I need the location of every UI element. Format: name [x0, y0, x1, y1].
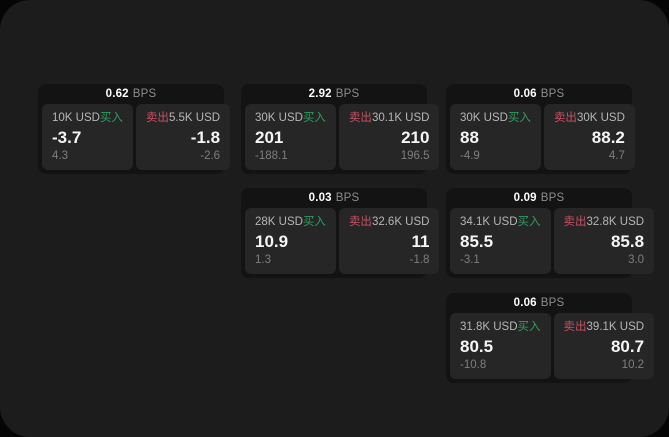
- sell-sub-value: 196.5: [400, 150, 430, 162]
- buy-panel[interactable]: 34.1K USD 买入 85.5 -3.1: [450, 208, 551, 274]
- sell-price: 88.2: [591, 128, 625, 147]
- bps-unit-label: BPS: [540, 88, 565, 100]
- bps-unit-label: BPS: [335, 192, 360, 204]
- buy-amount: 10K USD: [52, 112, 100, 124]
- sell-amount: 39.1K USD: [586, 321, 645, 333]
- buy-label: 买入: [302, 216, 326, 228]
- buy-sub-value: -188.1: [255, 150, 288, 162]
- bps-value: 2.92: [308, 88, 332, 100]
- buy-price: 88: [460, 128, 479, 147]
- buy-label: 买入: [517, 321, 541, 333]
- sell-price: 80.7: [610, 337, 645, 356]
- sell-panel[interactable]: 卖出 5.5K USD -1.8 -2.6: [135, 104, 231, 170]
- quote-panels: 10K USD 买入 -3.7 4.3 卖出 5.5K USD -1.8 -2.…: [38, 104, 231, 170]
- quote-panels: 30K USD 买入 201 -188.1 卖出 30.1K USD 210 1…: [241, 104, 440, 170]
- buy-panel[interactable]: 30K USD 买入 201 -188.1: [245, 104, 336, 170]
- sell-price: -1.8: [190, 128, 221, 147]
- sell-sub-value: 10.2: [621, 359, 645, 371]
- buy-price: 201: [255, 128, 284, 147]
- sell-label: 卖出: [145, 112, 169, 124]
- buy-label: 买入: [517, 216, 541, 228]
- buy-amount: 34.1K USD: [460, 216, 518, 228]
- sell-sub-value: -2.6: [200, 150, 221, 162]
- sell-label: 卖出: [348, 216, 372, 228]
- sell-sub-value: 3.0: [628, 254, 645, 266]
- bps-header: 0.09 BPS: [446, 188, 632, 208]
- quote-card-4: 0.03 BPS 28K USD 买入 10.9 1.3 卖出 32.6K US…: [241, 188, 440, 278]
- bps-header: 2.92 BPS: [241, 84, 427, 104]
- sell-label: 卖出: [553, 112, 577, 124]
- quote-card-2: 2.92 BPS 30K USD 买入 201 -188.1 卖出 30.1K …: [241, 84, 440, 174]
- quote-card-6: 0.06 BPS 31.8K USD 买入 80.5 -10.8 卖出 39.1…: [446, 293, 655, 383]
- buy-panel[interactable]: 30K USD 买入 88 -4.9: [450, 104, 541, 170]
- quote-panels: 31.8K USD 买入 80.5 -10.8 卖出 39.1K USD 80.…: [446, 313, 655, 379]
- sell-label: 卖出: [563, 216, 587, 228]
- bps-header: 0.03 BPS: [241, 188, 427, 208]
- buy-price: 10.9: [255, 232, 289, 251]
- sell-amount: 5.5K USD: [168, 112, 221, 124]
- buy-price: 80.5: [460, 337, 494, 356]
- bps-value: 0.03: [308, 192, 332, 204]
- quote-panels: 34.1K USD 买入 85.5 -3.1 卖出 32.8K USD 85.8…: [446, 208, 655, 274]
- buy-panel[interactable]: 10K USD 买入 -3.7 4.3: [42, 104, 133, 170]
- sell-sub-value: 4.7: [608, 150, 625, 162]
- sell-amount: 30K USD: [576, 112, 625, 124]
- buy-panel[interactable]: 28K USD 买入 10.9 1.3: [245, 208, 336, 274]
- quote-panels: 30K USD 买入 88 -4.9 卖出 30K USD 88.2 4.7: [446, 104, 635, 170]
- sell-panel[interactable]: 卖出 32.8K USD 85.8 3.0: [553, 208, 655, 274]
- sell-label: 卖出: [563, 321, 587, 333]
- buy-price: -3.7: [52, 128, 82, 147]
- quote-card-5: 0.09 BPS 34.1K USD 买入 85.5 -3.1 卖出 32.8K…: [446, 188, 655, 278]
- buy-sub-value: 1.3: [255, 254, 271, 266]
- bps-unit-label: BPS: [132, 88, 157, 100]
- quote-panels: 28K USD 买入 10.9 1.3 卖出 32.6K USD 11 -1.8: [241, 208, 440, 274]
- bps-value: 0.62: [105, 88, 129, 100]
- sell-amount: 32.6K USD: [371, 216, 430, 228]
- bps-header: 0.06 BPS: [446, 84, 632, 104]
- buy-amount: 30K USD: [255, 112, 303, 124]
- sell-price: 210: [401, 128, 430, 147]
- sell-panel[interactable]: 卖出 32.6K USD 11 -1.8: [338, 208, 440, 274]
- bps-header: 0.62 BPS: [38, 84, 224, 104]
- bps-header: 0.06 BPS: [446, 293, 632, 313]
- buy-amount: 31.8K USD: [460, 321, 518, 333]
- bps-unit-label: BPS: [540, 297, 565, 309]
- buy-panel[interactable]: 31.8K USD 买入 80.5 -10.8: [450, 313, 551, 379]
- sell-price: 11: [411, 232, 430, 251]
- sell-panel[interactable]: 卖出 39.1K USD 80.7 10.2: [553, 313, 655, 379]
- buy-amount: 30K USD: [460, 112, 508, 124]
- bps-value: 0.06: [513, 88, 537, 100]
- buy-amount: 28K USD: [255, 216, 303, 228]
- sell-amount: 32.8K USD: [586, 216, 645, 228]
- sell-sub-value: -1.8: [409, 254, 430, 266]
- buy-price: 85.5: [460, 232, 494, 251]
- sell-price: 85.8: [610, 232, 645, 251]
- sell-label: 卖出: [348, 112, 372, 124]
- bps-value: 0.06: [513, 297, 537, 309]
- bps-unit-label: BPS: [540, 192, 565, 204]
- bps-unit-label: BPS: [335, 88, 360, 100]
- buy-label: 买入: [507, 112, 531, 124]
- buy-sub-value: 4.3: [52, 150, 68, 162]
- bps-value: 0.09: [513, 192, 537, 204]
- buy-label: 买入: [302, 112, 326, 124]
- quote-card-1: 0.62 BPS 10K USD 买入 -3.7 4.3 卖出 5.5K USD…: [38, 84, 231, 174]
- quote-card-3: 0.06 BPS 30K USD 买入 88 -4.9 卖出 30K USD 8…: [446, 84, 635, 174]
- sell-amount: 30.1K USD: [371, 112, 430, 124]
- sell-panel[interactable]: 卖出 30K USD 88.2 4.7: [543, 104, 635, 170]
- sell-panel[interactable]: 卖出 30.1K USD 210 196.5: [338, 104, 440, 170]
- buy-sub-value: -3.1: [460, 254, 480, 266]
- buy-sub-value: -4.9: [460, 150, 480, 162]
- buy-sub-value: -10.8: [460, 359, 487, 371]
- buy-label: 买入: [99, 112, 123, 124]
